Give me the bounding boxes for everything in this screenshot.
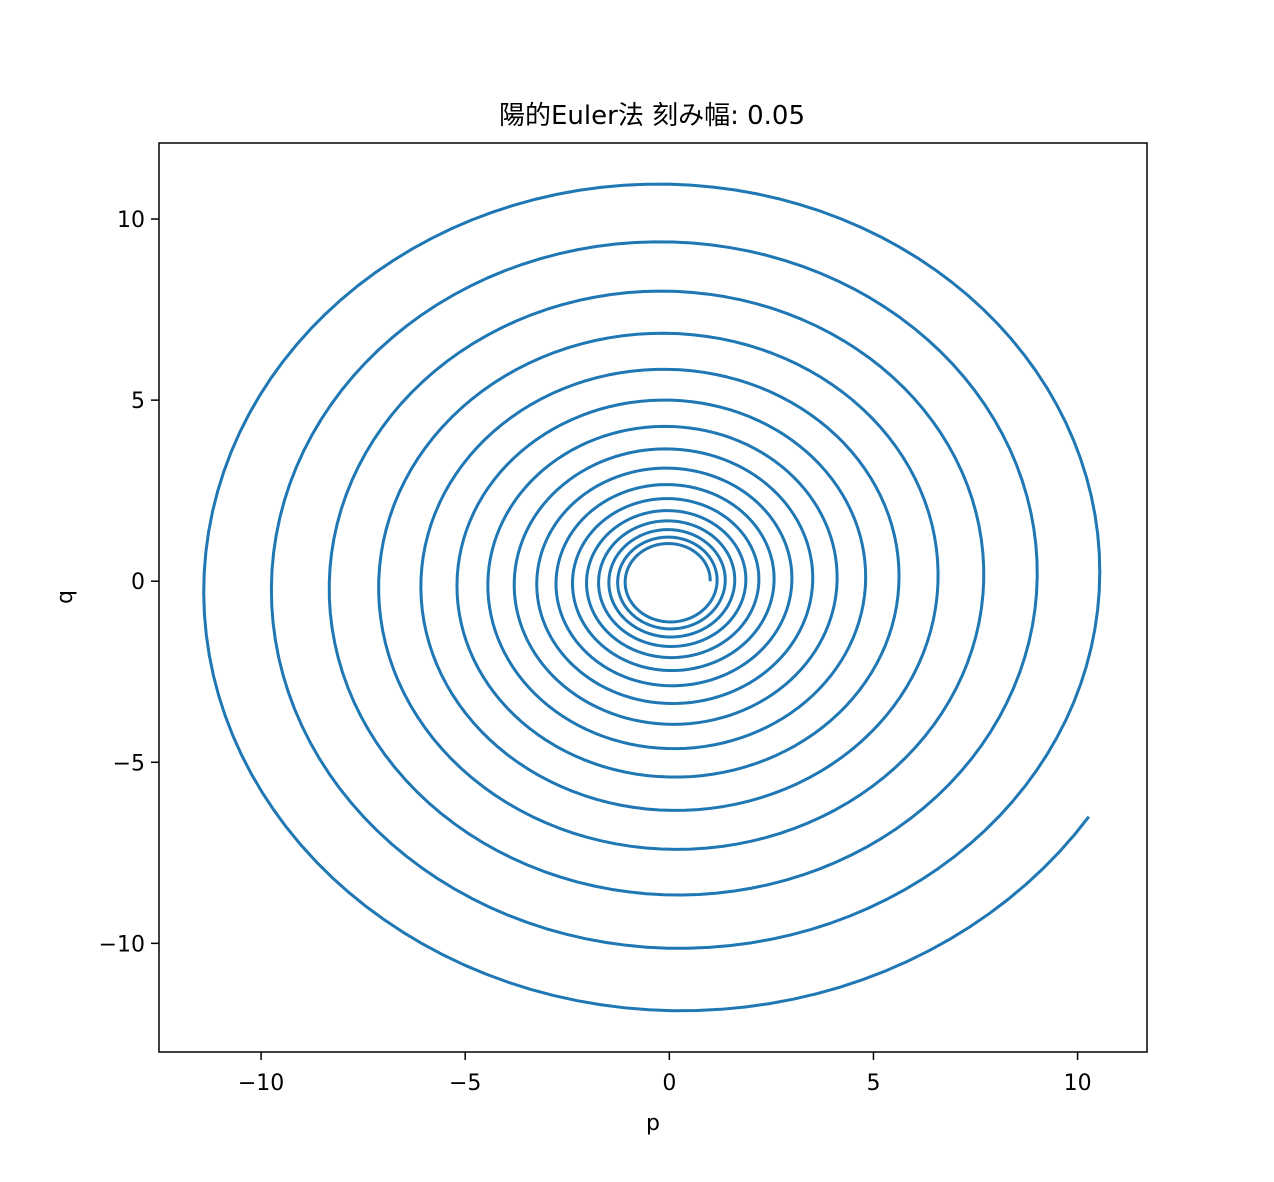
x-tick-label: 5 [866,1071,880,1096]
x-axis-label: p [646,1111,660,1136]
x-axis: −10 −5 0 5 10 [238,1052,1092,1096]
x-tick-label: −5 [449,1071,481,1096]
plot-area [158,142,1148,1053]
axes-frame [158,142,1148,1053]
y-tick-label: 0 [131,570,145,595]
y-tick-label: −5 [113,751,145,776]
y-tick-label: −10 [99,932,145,957]
y-tick-label: 10 [117,208,145,233]
series-line [202,182,1102,1013]
y-tick-label: 5 [131,389,145,414]
x-tick-label: −10 [238,1071,284,1096]
x-tick-label: 10 [1064,1071,1092,1096]
y-axis-label: q [53,590,78,604]
axes-background [159,143,1147,1052]
chart-title: 陽的Euler法 刻み幅: 0.05 [499,101,805,131]
y-axis: −10 −5 0 5 10 [99,208,159,957]
x-tick-label: 0 [662,1071,676,1096]
